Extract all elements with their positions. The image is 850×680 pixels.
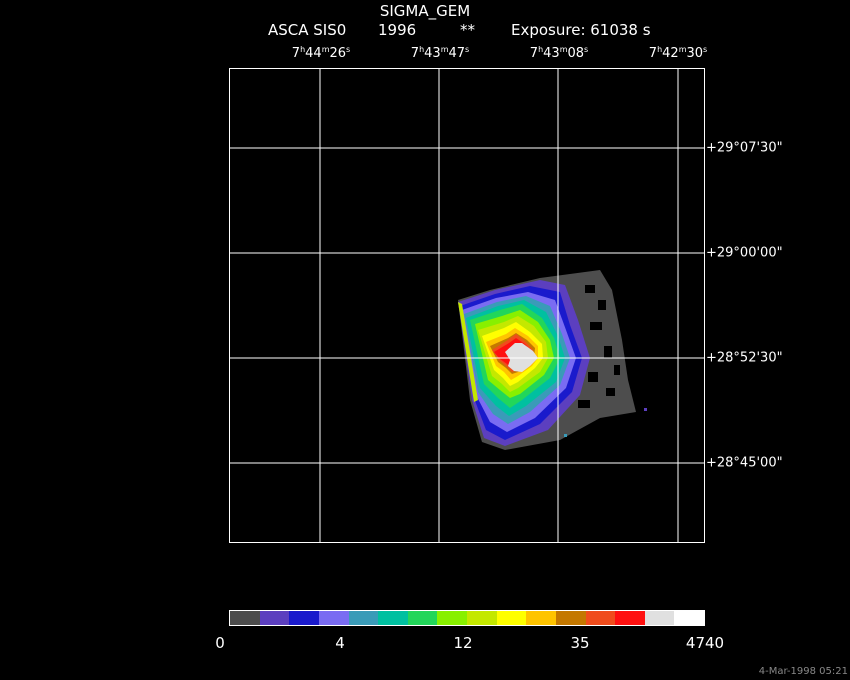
- instrument-label: ASCA SIS0: [268, 21, 347, 39]
- colorbar: [229, 610, 705, 626]
- colorbar-swatch: [644, 611, 675, 625]
- colorbar-swatch: [407, 611, 438, 625]
- ra-tick-label: 7h43m47s: [410, 45, 470, 61]
- ra-tick-label: 7h43m08s: [529, 45, 589, 61]
- coordinate-grid: [229, 68, 705, 543]
- colorbar-label: 4: [335, 634, 345, 652]
- exposure-label: Exposure: 61038 s: [511, 21, 651, 39]
- colorbar-swatch: [318, 611, 349, 625]
- colorbar-swatch: [615, 611, 645, 625]
- dec-tick-label: +29°07'30": [706, 140, 783, 156]
- colorbar-swatch: [289, 611, 319, 625]
- colorbar-swatch: [437, 611, 467, 625]
- colorbar-swatch: [526, 611, 556, 625]
- colorbar-label: 0: [215, 634, 225, 652]
- ra-tick-label: 7h44m26s: [291, 45, 351, 61]
- source-emission: [458, 270, 647, 450]
- colorbar-swatch: [348, 611, 379, 625]
- colorbar-label: 12: [453, 634, 473, 652]
- colorbar-swatch: [555, 611, 586, 625]
- colorbar-label: 4740: [685, 634, 725, 652]
- colorbar-swatch: [378, 611, 408, 625]
- timestamp: 4-Mar-1998 05:21: [758, 666, 848, 677]
- year-label: 1996: [378, 21, 417, 39]
- colorbar-swatch: [259, 611, 290, 625]
- colorbar-swatch: [496, 611, 527, 625]
- dec-tick-label: +28°52'30": [706, 350, 783, 366]
- image-frame: [229, 68, 705, 543]
- colorbar-swatch: [467, 611, 497, 625]
- colorbar-swatch: [585, 611, 616, 625]
- dec-tick-label: +28°45'00": [706, 455, 783, 471]
- ra-tick-label: 7h42m30s: [648, 45, 708, 61]
- colorbar-swatch: [674, 611, 704, 625]
- object-title: SIGMA_GEM: [379, 2, 471, 20]
- colorbar-swatch: [230, 611, 260, 625]
- colorbar-label: 35: [570, 634, 590, 652]
- dec-tick-label: +29°00'00": [706, 245, 783, 261]
- stars-label: **: [460, 21, 475, 39]
